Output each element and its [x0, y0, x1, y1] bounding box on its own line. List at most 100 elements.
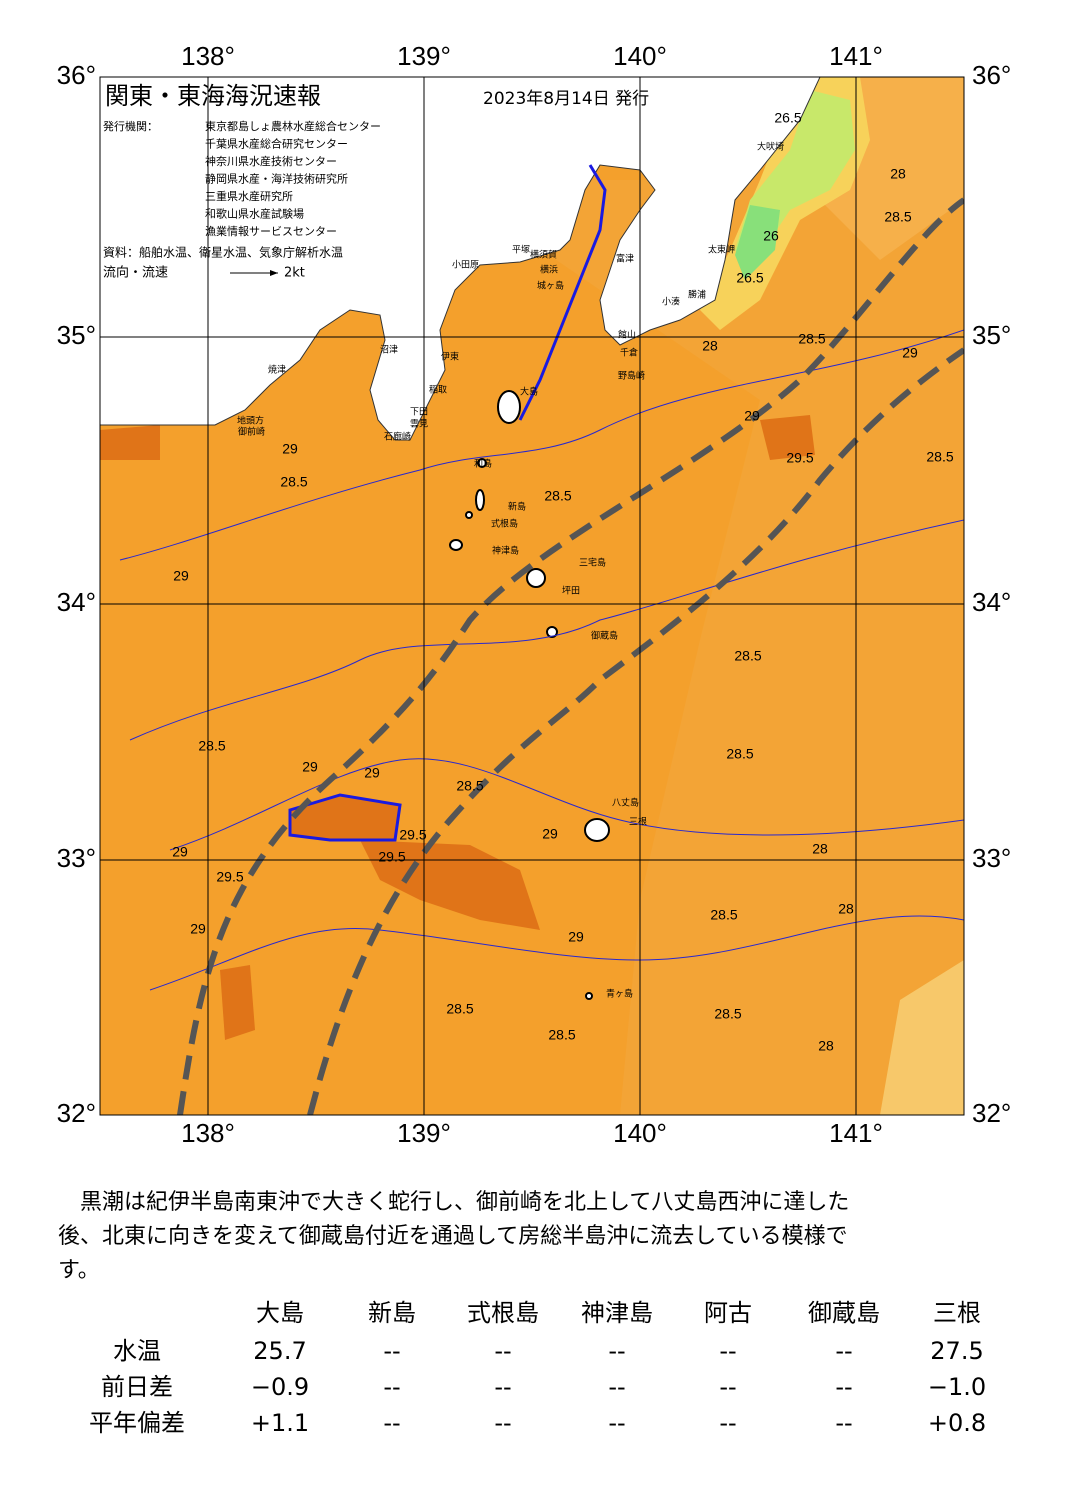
- contour-label: 29: [542, 826, 558, 842]
- table-cell: --: [835, 1373, 852, 1401]
- place-label: 式根島: [491, 518, 518, 530]
- lat-label-left: 34°: [57, 587, 96, 617]
- contour-label: 28.5: [884, 209, 911, 225]
- place-label: 横須賀: [530, 249, 557, 261]
- place-label: 御前崎: [238, 426, 265, 438]
- contour-label: 29: [902, 345, 918, 361]
- table-cell: --: [494, 1409, 511, 1437]
- legend-speed: 2kt: [284, 266, 305, 281]
- table-header: 神津島: [581, 1299, 653, 1327]
- place-label: 神津島: [492, 545, 519, 557]
- contour-label: 29: [173, 568, 189, 584]
- row-label: 平年偏差: [89, 1409, 185, 1437]
- contour-label: 26: [763, 228, 779, 244]
- contour-label: 28.5: [734, 648, 761, 664]
- contour-label: 26.5: [774, 110, 801, 126]
- issuer: 三重県水産研究所: [205, 189, 293, 203]
- lon-label-bottom: 141°: [829, 1118, 883, 1148]
- contour-label: 29: [568, 929, 584, 945]
- lon-label-top: 139°: [397, 41, 451, 71]
- place-label: 千倉: [620, 347, 638, 359]
- issuer: 東京都島しょ農林水産総合センター: [205, 119, 381, 133]
- contour-label: 28: [702, 338, 718, 354]
- contour-label: 29: [172, 844, 188, 860]
- place-label: 野島崎: [618, 370, 645, 382]
- contour-label: 28.5: [456, 778, 483, 794]
- place-label: 焼津: [268, 365, 286, 376]
- table-header: 阿古: [704, 1299, 752, 1327]
- map: 26.5 26 26.5 28 28.5 28 28.5 29 28.5 29 28.5 29 29.5…: [100, 77, 964, 1115]
- place-label: 青ヶ島: [606, 988, 633, 1000]
- lon-label-bottom: 138°: [181, 1118, 235, 1148]
- warm-patch: [360, 840, 540, 930]
- contour-label: 29: [282, 441, 298, 457]
- contour-label: 28.5: [726, 746, 753, 762]
- contour-label: 28.5: [446, 1001, 473, 1017]
- place-label: 利島: [474, 458, 492, 470]
- table-cell: 25.7: [253, 1337, 306, 1365]
- lon-label-top: 140°: [613, 41, 667, 71]
- contour-label: 28.5: [926, 449, 953, 465]
- place-label: 城ヶ島: [537, 280, 564, 292]
- table-cell: +1.1: [251, 1409, 309, 1437]
- current-track: [518, 164, 607, 421]
- contour-label: 28.5: [710, 907, 737, 923]
- lat-label-right: 35°: [972, 320, 1011, 350]
- table-cell: --: [383, 1409, 400, 1437]
- warm-patch: [290, 795, 400, 840]
- legend-label: 流向・流速: [103, 265, 168, 281]
- table-cell: --: [608, 1409, 625, 1437]
- table-cell: +0.8: [928, 1409, 986, 1437]
- contour-label: 28: [890, 166, 906, 182]
- lat-label-left: 35°: [57, 320, 96, 350]
- table-header: 三根: [933, 1299, 981, 1327]
- table-header: 新島: [368, 1299, 416, 1327]
- place-label: 勝浦: [688, 289, 706, 301]
- warm-patch: [760, 415, 815, 460]
- warm-patch: [220, 965, 255, 1040]
- table-cell: --: [608, 1337, 625, 1365]
- contour-label: 29.5: [216, 869, 243, 885]
- place-label: 平塚: [512, 245, 530, 256]
- issuer: 和歌山県水産試験場: [205, 207, 304, 221]
- lon-label-top: 138°: [181, 41, 235, 71]
- place-label: 下田: [410, 407, 428, 418]
- place-label: 雲見: [410, 419, 428, 430]
- graticule: [100, 77, 964, 1115]
- place-label: 八丈島: [612, 797, 639, 809]
- summary-line: 黒潮は紀伊半島南東沖で大きく蛇行し、御前崎を北上して八丈島西沖に達した: [58, 1190, 849, 1215]
- place-label: 三宅島: [579, 557, 606, 569]
- lat-label-left: 33°: [57, 843, 96, 873]
- date: 2023年8月14日 発行: [483, 89, 649, 109]
- lat-label-right: 33°: [972, 843, 1011, 873]
- source: 資料：船舶水温、衛星水温、気象庁解析水温: [103, 245, 343, 260]
- place-label: 大吠埼: [757, 141, 784, 153]
- table-cell: --: [608, 1373, 625, 1401]
- contour-label: 29: [744, 408, 760, 424]
- table-cell: --: [835, 1409, 852, 1437]
- place-label: 伊東: [441, 351, 459, 363]
- table-cell: --: [719, 1373, 736, 1401]
- warm-patch: [100, 425, 160, 460]
- table-header: 御蔵島: [808, 1299, 880, 1327]
- lat-label-right: 36°: [972, 60, 1011, 90]
- summary-line: 後、北東に向きを変えて御蔵島付近を通過して房総半島沖に流去している模様で: [58, 1224, 848, 1249]
- zone: [880, 960, 964, 1115]
- table-cell: −1.0: [928, 1373, 986, 1401]
- contour-label: 29.5: [786, 450, 813, 466]
- issuer: 神奈川県水産技術センター: [205, 154, 337, 168]
- axes: 138° 138° 139° 139° 140° 140° 141° 141° 36° 36° 35…: [57, 41, 1012, 1148]
- contour-label: 29: [190, 921, 206, 937]
- contours: [119, 329, 964, 991]
- table-cell: --: [494, 1373, 511, 1401]
- place-label: 坪田: [562, 586, 580, 597]
- issuers: 東京都島しょ農林水産総合センター千葉県水産総合研究センター神奈川県水産技術センタ…: [205, 119, 381, 238]
- contour-label: 28.5: [714, 1006, 741, 1022]
- place-label: 稲取: [429, 384, 447, 396]
- contour-label: 29.5: [378, 849, 405, 865]
- place-label: 富津: [616, 253, 634, 265]
- title: 関東・東海海況速報: [105, 82, 321, 110]
